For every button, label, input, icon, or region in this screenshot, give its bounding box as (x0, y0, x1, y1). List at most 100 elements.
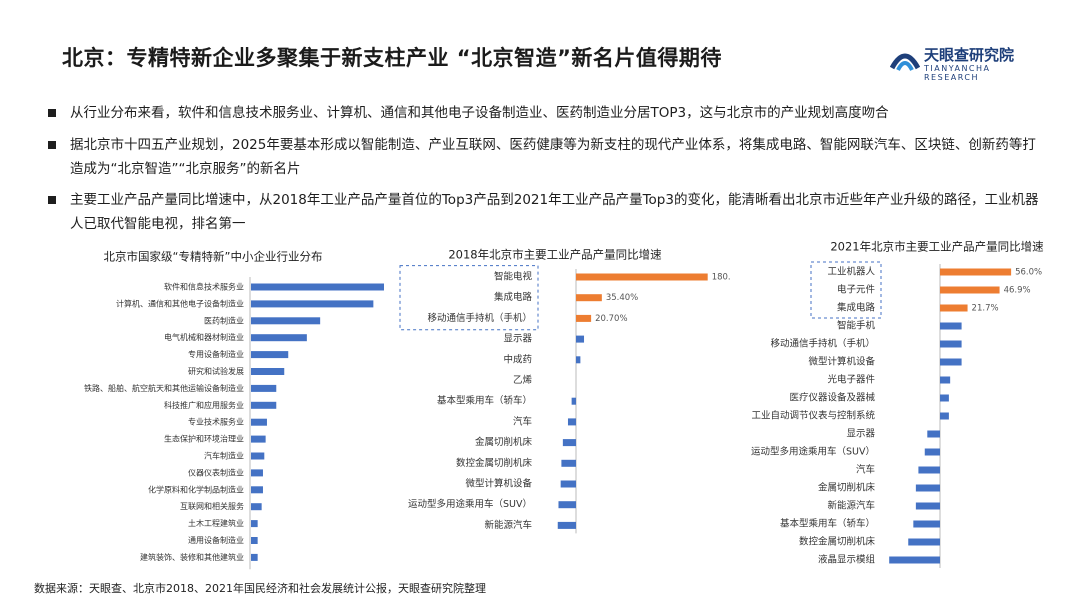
logo-mark-icon (890, 53, 920, 71)
bar (561, 459, 576, 467)
category-label: 移动通信手持机（手机） (770, 338, 875, 350)
category-label: 显示器 (503, 334, 532, 345)
tick-label: 软件和信息技术服务业 (164, 282, 244, 292)
bar (251, 283, 384, 291)
source-note: 数据来源：天眼查、北京市2018、2021年国民经济和社会发展统计公报，天眼查研… (34, 582, 486, 595)
chart-industry-distribution: 北京市国家级“专精特新”中小企业行业分布软件和信息技术服务业计算机、通信和其他电… (84, 250, 384, 570)
bar (560, 480, 576, 488)
bullet-item: 从行业分布来看，软件和信息技术服务业、计算机、通信和其他电子设备制造业、医药制造… (48, 101, 1043, 125)
category-label: 中成药 (503, 353, 532, 365)
tick-label: 通用设备制造业 (188, 535, 244, 545)
bar (576, 294, 602, 302)
data-label: 35.40% (606, 293, 638, 303)
category-label: 基本型乘用车（轿车） (780, 518, 875, 530)
category-label: 集成电路 (837, 302, 876, 314)
tick-label: 化学原料和化学制品制造业 (148, 484, 244, 494)
tick-label: 医药制造业 (204, 315, 244, 325)
bullet-item: 主要工业产品产量同比增速中，从2018年工业产品产量首位的Top3产品到2021… (48, 188, 1043, 236)
category-label: 运动型多用途乘用车（SUV） (408, 498, 532, 510)
bar (251, 334, 307, 342)
bar (562, 439, 576, 447)
category-label: 液晶显示模组 (818, 554, 876, 566)
bar (908, 538, 940, 546)
bullet-item: 据北京市十四五产业规划，2025年要基本形成以智能制造、产业互联网、医药健康等为… (48, 133, 1043, 181)
bullet-square-icon (48, 196, 56, 204)
bar (940, 268, 1012, 276)
category-label: 乙烯 (513, 374, 533, 386)
highlight-box (399, 265, 539, 331)
tick-label: 生态保护和环境治理业 (164, 434, 244, 444)
data-label: 20.70% (595, 314, 627, 324)
category-label: 数控金属切削机床 (799, 536, 876, 548)
tick-label: 电气机械和器材制造业 (164, 332, 244, 342)
bar (940, 394, 949, 402)
tick-label: 建筑装饰、装修和其他建筑业 (140, 552, 244, 562)
bar (251, 368, 285, 375)
tick-label: 铁路、船舶、航空航天和其他运输设备制造业 (84, 383, 244, 393)
bar (940, 322, 962, 330)
category-label: 微型计算机设备 (808, 356, 875, 368)
bar (251, 384, 277, 392)
bar (918, 466, 940, 474)
bar (940, 358, 962, 366)
bar (940, 304, 968, 312)
bar (567, 418, 576, 426)
bar (251, 486, 263, 494)
category-label: 运动型多用途乘用车（SUV） (751, 446, 875, 458)
category-label: 金属切削机床 (818, 482, 876, 494)
chart-title: 2021年北京市主要工业产品产量同比增速 (830, 240, 1044, 254)
category-label: 智能手机 (837, 320, 876, 332)
tick-label: 专用设备制造业 (188, 349, 244, 359)
bar (251, 537, 258, 544)
bar (251, 418, 267, 426)
category-label: 汽车 (513, 415, 532, 427)
bar (924, 448, 940, 456)
bullet-square-icon (48, 141, 56, 149)
bar (940, 376, 951, 384)
category-label: 新能源汽车 (484, 519, 532, 531)
category-label: 移动通信手持机（手机） (427, 312, 532, 324)
data-label: 21.7% (972, 304, 999, 314)
category-label: 集成电路 (494, 291, 533, 303)
category-label: 新能源汽车 (827, 500, 875, 512)
bar (557, 521, 576, 529)
bar (251, 520, 258, 528)
category-label: 汽车 (856, 464, 875, 476)
bar (558, 501, 576, 509)
bar (251, 401, 277, 409)
category-label: 显示器 (846, 429, 875, 440)
bar (576, 314, 592, 322)
chart-title: 2018年北京市主要工业产品产量同比增速 (448, 248, 662, 262)
bar (576, 335, 585, 343)
tick-label: 土木工程建筑业 (188, 518, 244, 528)
category-label: 微型计算机设备 (465, 478, 532, 490)
tick-label: 专业技术服务业 (188, 417, 244, 427)
bar (251, 435, 266, 443)
bar (251, 300, 374, 308)
bar (251, 503, 262, 511)
bar (915, 502, 940, 510)
category-label: 金属切削机床 (475, 436, 533, 448)
category-label: 医疗仪器设备及器械 (789, 392, 875, 404)
category-label: 工业机器人 (827, 266, 875, 278)
bar (251, 317, 321, 325)
bullet-text: 据北京市十四五产业规划，2025年要基本形成以智能制造、产业互联网、医药健康等为… (70, 137, 1036, 177)
chart-title: 北京市国家级“专精特新”中小企业行业分布 (104, 250, 323, 264)
bar (576, 273, 708, 281)
bullet-text: 从行业分布来看，软件和信息技术服务业、计算机、通信和其他电子设备制造业、医药制造… (70, 105, 889, 121)
brand-logo: 天眼查研究院 TIANYANCHA RESEARCH (890, 44, 1040, 82)
bar (940, 286, 1000, 294)
page-title: 北京：专精特新企业多聚集于新支柱产业 “北京智造”新名片值得期待 (62, 46, 722, 70)
tick-label: 互联网和相关服务 (180, 501, 244, 511)
bar (251, 469, 263, 477)
logo-name: 天眼查研究院 (924, 46, 1015, 64)
logo-subtitle: TIANYANCHA RESEARCH (924, 64, 991, 82)
bullet-square-icon (48, 109, 56, 117)
bar (940, 340, 962, 348)
tick-label: 汽车制造业 (204, 451, 244, 461)
category-label: 基本型乘用车（轿车） (437, 395, 532, 407)
bar (913, 520, 940, 528)
category-label: 电子元件 (837, 284, 876, 296)
